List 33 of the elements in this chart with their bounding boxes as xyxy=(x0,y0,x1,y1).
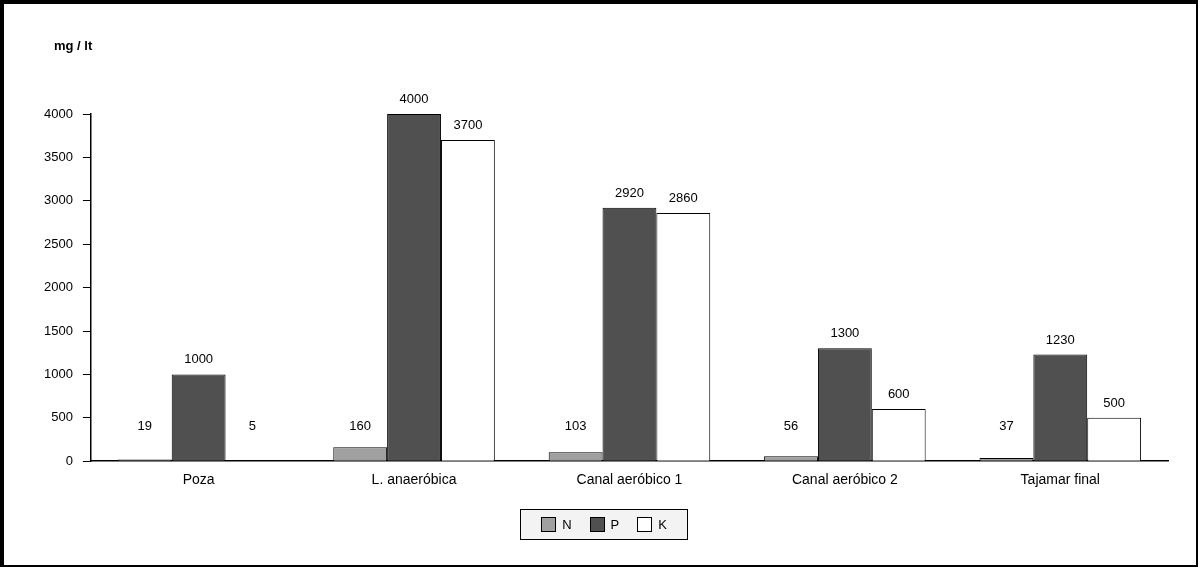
data-label: 1000 xyxy=(184,351,214,367)
legend-label: K xyxy=(658,517,667,532)
x-tick-label: Canal aeróbico 1 xyxy=(576,471,683,488)
y-tick-label: 3500 xyxy=(44,148,73,164)
x-tick-label: Tajamar final xyxy=(1020,471,1100,488)
y-tick-label: 0 xyxy=(65,452,73,468)
y-axis-title: mg / lt xyxy=(54,38,93,54)
data-label: 5 xyxy=(248,418,257,434)
data-label: 56 xyxy=(783,418,799,434)
data-label: 19 xyxy=(137,418,153,434)
x-tick-label: L. anaeróbica xyxy=(371,471,457,488)
data-label: 160 xyxy=(349,418,372,434)
data-label: 2920 xyxy=(615,184,644,200)
x-tick-label: Canal aeróbico 2 xyxy=(791,471,899,488)
data-label: 600 xyxy=(887,386,910,402)
legend-label: P xyxy=(610,517,620,532)
data-label: 37 xyxy=(999,418,1014,434)
y-tick-label: 4000 xyxy=(44,105,73,121)
y-tick-label: 3000 xyxy=(44,192,73,208)
y-tick-label: 500 xyxy=(51,409,73,425)
data-label: 4000 xyxy=(399,91,429,107)
data-label: 2860 xyxy=(668,190,698,206)
data-label: 1230 xyxy=(1045,331,1075,347)
y-tick-label: 2000 xyxy=(44,279,73,295)
y-tick-label: 1500 xyxy=(44,322,73,338)
y-tick-label: 1000 xyxy=(44,365,73,381)
y-tick-label: 2500 xyxy=(44,235,73,251)
data-label: 3700 xyxy=(453,117,483,133)
x-tick-label: Poza xyxy=(182,471,215,488)
data-label: 500 xyxy=(1103,394,1125,410)
legend-label: N xyxy=(562,517,572,532)
data-label: 103 xyxy=(564,418,587,434)
data-label: 1300 xyxy=(830,325,860,341)
